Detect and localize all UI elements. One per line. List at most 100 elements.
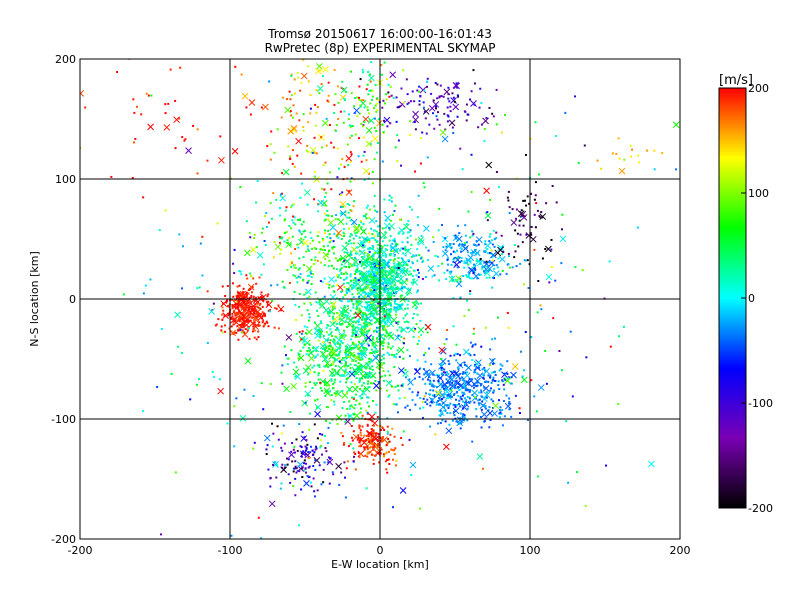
scatter-dot bbox=[343, 278, 346, 281]
scatter-dot bbox=[352, 419, 355, 422]
scatter-cross bbox=[439, 129, 447, 136]
scatter-dot bbox=[455, 398, 458, 401]
scatter-dot bbox=[454, 381, 457, 384]
scatter-dot bbox=[325, 214, 328, 217]
scatter-dot bbox=[360, 342, 363, 345]
scatter-dot bbox=[477, 126, 480, 129]
scatter-dot bbox=[476, 381, 479, 384]
scatter-dot bbox=[248, 231, 251, 234]
scatter-dot bbox=[388, 299, 391, 302]
scatter-dot bbox=[371, 434, 374, 437]
scatter-dot bbox=[370, 266, 373, 269]
scatter-dot bbox=[418, 254, 421, 257]
scatter-dot bbox=[252, 277, 255, 280]
scatter-dot bbox=[344, 420, 347, 423]
scatter-dot bbox=[340, 362, 343, 365]
scatter-dot bbox=[313, 364, 316, 367]
scatter-cross bbox=[326, 458, 334, 466]
scatter-dot bbox=[237, 292, 240, 295]
scatter-dot bbox=[443, 406, 446, 409]
scatter-dot bbox=[358, 260, 361, 263]
scatter-dot bbox=[368, 280, 371, 283]
scatter-dot bbox=[366, 362, 369, 365]
scatter-dot bbox=[369, 247, 372, 250]
scatter-dot bbox=[372, 229, 375, 232]
scatter-dot bbox=[435, 105, 438, 108]
scatter-dot bbox=[308, 348, 311, 351]
scatter-dot bbox=[484, 250, 487, 253]
scatter-dot bbox=[444, 371, 447, 374]
scatter-dot bbox=[343, 306, 346, 309]
scatter-dot bbox=[445, 277, 448, 280]
scatter-dot bbox=[260, 537, 263, 539]
scatter-cross bbox=[398, 267, 406, 275]
scatter-dot bbox=[356, 301, 359, 304]
scatter-dot bbox=[290, 265, 293, 268]
scatter-dot bbox=[472, 272, 475, 275]
scatter-dot bbox=[447, 86, 450, 89]
scatter-dot bbox=[308, 412, 311, 415]
scatter-dot bbox=[327, 218, 330, 221]
scatter-dot bbox=[428, 393, 431, 396]
scatter-dot bbox=[243, 310, 246, 313]
scatter-dot bbox=[398, 307, 401, 310]
scatter-dot bbox=[321, 248, 324, 251]
scatter-cross bbox=[397, 367, 405, 374]
scatter-dot bbox=[366, 363, 369, 366]
scatter-dot bbox=[317, 339, 320, 342]
scatter-dot bbox=[350, 134, 353, 137]
scatter-dot bbox=[545, 382, 548, 385]
scatter-dot bbox=[369, 418, 372, 421]
scatter-dot bbox=[354, 373, 357, 376]
scatter-dot bbox=[460, 398, 463, 401]
scatter-dot bbox=[294, 494, 297, 497]
scatter-dot bbox=[395, 250, 398, 253]
scatter-dot bbox=[407, 260, 410, 263]
scatter-dot bbox=[526, 419, 529, 422]
scatter-dot bbox=[464, 389, 467, 392]
scatter-dot bbox=[235, 294, 238, 297]
scatter-dot bbox=[354, 326, 357, 329]
scatter-dot bbox=[344, 334, 347, 337]
scatter-dot bbox=[331, 285, 334, 288]
scatter-dot bbox=[333, 400, 336, 403]
scatter-dot bbox=[249, 319, 252, 322]
scatter-dot bbox=[473, 386, 476, 389]
scatter-dot bbox=[231, 282, 234, 285]
scatter-cross bbox=[492, 270, 500, 277]
scatter-cross bbox=[249, 246, 257, 254]
scatter-dot bbox=[397, 139, 400, 142]
scatter-dot bbox=[381, 375, 384, 378]
scatter-dot bbox=[330, 331, 333, 334]
scatter-dot bbox=[404, 307, 407, 310]
scatter-dot bbox=[577, 162, 580, 165]
scatter-dot bbox=[300, 452, 303, 455]
scatter-dot bbox=[260, 106, 263, 109]
scatter-dot bbox=[350, 425, 353, 428]
scatter-dot bbox=[328, 233, 331, 236]
scatter-dot bbox=[363, 322, 366, 325]
scatter-dot bbox=[370, 237, 373, 240]
scatter-dot bbox=[495, 264, 498, 267]
scatter-dot bbox=[388, 315, 391, 318]
scatter-dot bbox=[331, 348, 334, 351]
scatter-dot bbox=[388, 308, 391, 311]
scatter-dot bbox=[394, 283, 397, 286]
scatter-dot bbox=[445, 374, 448, 377]
scatter-dot bbox=[584, 504, 587, 507]
scatter-dot bbox=[396, 160, 399, 163]
scatter-dot bbox=[422, 182, 425, 185]
scatter-dot bbox=[464, 224, 467, 227]
scatter-cross bbox=[424, 323, 432, 331]
scatter-dot bbox=[458, 232, 461, 235]
scatter-dot bbox=[355, 377, 358, 380]
scatter-dot bbox=[361, 417, 364, 420]
scatter-dot bbox=[479, 257, 482, 260]
scatter-dot bbox=[324, 218, 327, 221]
scatter-dot bbox=[373, 296, 376, 299]
scatter-dot bbox=[332, 340, 335, 343]
scatter-dot bbox=[332, 360, 335, 363]
scatter-dot bbox=[475, 240, 478, 243]
scatter-dot bbox=[426, 398, 429, 401]
scatter-dot bbox=[391, 427, 394, 430]
